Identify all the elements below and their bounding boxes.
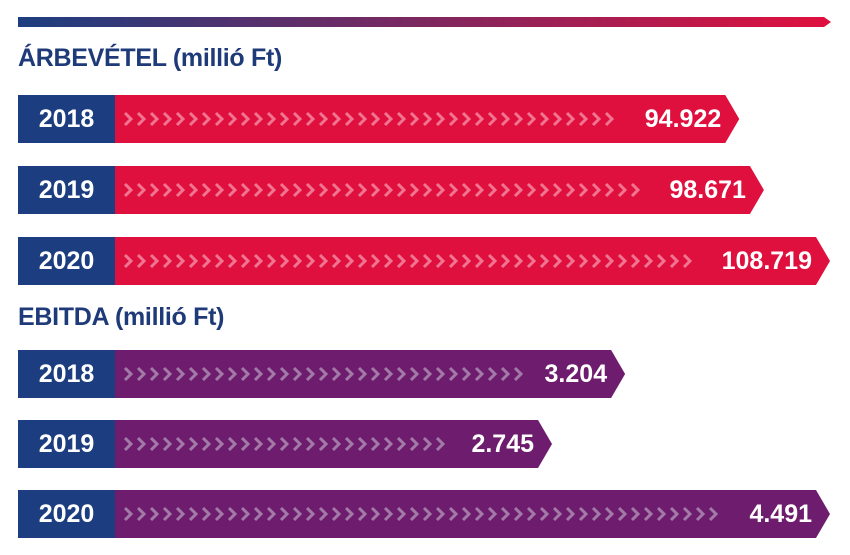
bar-chevrons-2018 [123,111,615,127]
bar-2020 [115,237,830,285]
bar-2018 [115,95,740,143]
bar-chevrons-2020 [123,253,693,269]
bar-2020 [115,490,830,538]
bar-2018 [115,350,626,398]
year-label: 2018 [18,350,115,398]
bar-chevrons-2019 [123,436,446,452]
value-label: 94.922 [644,105,722,133]
value-label: 4.491 [749,500,812,528]
bar-chevrons-2019 [123,182,641,198]
year-label: 2020 [18,237,115,285]
revenue-section-title: ÁRBEVÉTEL (millió Ft) [18,44,283,72]
ebitda-section-title: EBITDA (millió Ft) [18,303,225,331]
value-label: 2.745 [471,430,535,458]
year-label: 2019 [18,420,115,468]
bar-2019 [115,420,553,468]
bar-chevrons-2018 [123,366,524,382]
year-label: 2018 [18,95,115,143]
top-gradient-line [18,17,831,27]
value-label: 3.204 [544,360,608,388]
bar-chevrons-2020 [123,506,719,522]
year-label: 2019 [18,166,115,214]
value-label: 98.671 [669,176,746,204]
bar-2019 [115,166,764,214]
year-label: 2020 [18,490,115,538]
value-label: 108.719 [721,247,812,275]
bars-layer [115,95,830,538]
